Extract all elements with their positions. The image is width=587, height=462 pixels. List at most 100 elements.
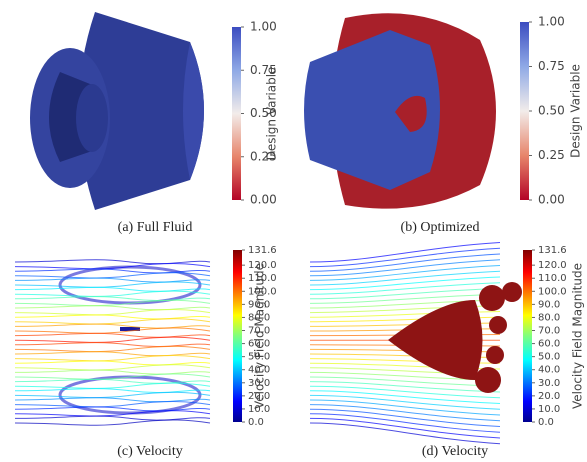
velocity-render-c xyxy=(14,259,211,426)
obstacle xyxy=(502,282,522,302)
streamline xyxy=(14,272,211,279)
streamline xyxy=(14,342,211,347)
streamline xyxy=(309,265,501,281)
colorbar-tick-label: 30.0 xyxy=(248,378,270,389)
colorbar-tick-label: 30.0 xyxy=(538,378,560,389)
streamline xyxy=(309,247,501,268)
streamline xyxy=(14,323,211,329)
streamline xyxy=(14,419,211,426)
streamline xyxy=(14,373,211,380)
colorbar-tick-label: 131.6 xyxy=(538,245,567,256)
colorbar-title: Velocity Field Magnitude xyxy=(571,263,585,409)
obstacle xyxy=(479,285,505,311)
colorbar-tick-label: 0.25 xyxy=(250,149,277,163)
colorbar-title: Velocity Field Magnitude xyxy=(253,263,267,409)
streamline xyxy=(14,355,211,362)
streamline xyxy=(309,242,501,263)
colorbar xyxy=(233,250,242,422)
streamline xyxy=(309,259,501,277)
streamline xyxy=(14,318,211,325)
obstacle xyxy=(475,367,501,393)
streamline xyxy=(309,404,501,422)
colorbar-tick-label: 20.0 xyxy=(248,391,270,402)
streamline xyxy=(14,360,211,366)
streamline xyxy=(309,390,501,404)
colorbar-tick-label: 1.00 xyxy=(250,20,277,34)
obstacle xyxy=(388,300,483,380)
streamline xyxy=(14,286,211,292)
streamline xyxy=(309,385,501,399)
streamline xyxy=(14,397,211,403)
streamline xyxy=(309,422,501,445)
streamline xyxy=(309,253,501,272)
streamline xyxy=(14,388,211,393)
streamline xyxy=(14,327,211,334)
streamline xyxy=(309,293,501,304)
colorbar-tick-label: 70.0 xyxy=(538,326,560,337)
colorbar-tick-label: 50.0 xyxy=(538,352,560,363)
streamline xyxy=(309,394,501,410)
streamline xyxy=(14,410,211,417)
streamline xyxy=(14,290,211,297)
streamline xyxy=(309,399,501,416)
colorbar-tick-label: 10.0 xyxy=(538,404,560,415)
streamline xyxy=(14,351,211,357)
colorbar-tick-label: 120.0 xyxy=(538,260,567,271)
streamline xyxy=(14,378,211,384)
streamline xyxy=(14,299,211,307)
streamline xyxy=(14,268,211,274)
colorbar-tick-label: 120.0 xyxy=(248,260,277,271)
streamline xyxy=(309,417,501,439)
optimized-render xyxy=(304,13,496,209)
colorbar-tick-label: 1.00 xyxy=(538,15,565,29)
colorbar xyxy=(520,22,529,200)
full-fluid-render xyxy=(30,12,204,210)
streamline xyxy=(309,288,501,300)
streamline xyxy=(14,345,211,353)
colorbar xyxy=(232,27,241,200)
streamline xyxy=(14,277,211,283)
streamline xyxy=(14,406,211,412)
velocity-render-d xyxy=(309,242,522,445)
colorbar-title: Design Variable xyxy=(265,67,279,161)
streamline xyxy=(14,382,211,389)
colorbar-tick-label: 0.50 xyxy=(250,106,277,120)
streamline xyxy=(14,259,211,265)
colorbar-tick-label: 110.0 xyxy=(538,273,567,284)
colorbar-tick-label: 0.00 xyxy=(250,193,277,207)
colorbar-tick-label: 10.0 xyxy=(248,404,270,415)
colorbar-tick-label: 50.0 xyxy=(248,352,270,363)
colorbar-tick-label: 20.0 xyxy=(538,391,560,402)
colorbar-tick-label: 131.6 xyxy=(248,245,277,256)
caption: (a) Full Fluid xyxy=(118,220,193,235)
colorbar-tick-label: 0.25 xyxy=(538,148,565,162)
colorbar-tick-label: 100.0 xyxy=(538,286,567,297)
colorbar-tick-label: 0.75 xyxy=(250,63,277,77)
streamline xyxy=(14,263,211,270)
colorbar-tick-label: 0.00 xyxy=(538,193,565,207)
colorbar-tick-label: 80.0 xyxy=(248,312,270,323)
caption: (c) Velocity xyxy=(117,444,182,459)
colorbar-tick-label: 110.0 xyxy=(248,273,277,284)
streamline xyxy=(309,408,501,427)
colorbar xyxy=(523,250,532,422)
colorbar-tick-label: 0.0 xyxy=(248,417,264,428)
streamline xyxy=(14,364,211,371)
colorbar-tick-label: 80.0 xyxy=(538,312,560,323)
colorbar-tick-label: 100.0 xyxy=(248,286,277,297)
colorbar-title: Design Variable xyxy=(569,64,583,158)
streamline xyxy=(14,336,211,343)
colorbar-tick-label: 90.0 xyxy=(248,299,270,310)
colorbar-tick-label: 40.0 xyxy=(538,365,560,376)
streamline xyxy=(309,282,501,295)
streamline xyxy=(14,369,211,375)
streamline xyxy=(309,381,501,393)
streamline xyxy=(309,413,501,433)
caption: (b) Optimized xyxy=(401,220,480,235)
colorbar-tick-label: 0.50 xyxy=(538,104,565,118)
colorbar-tick-label: 70.0 xyxy=(248,326,270,337)
streamline xyxy=(14,305,211,311)
streamline xyxy=(14,296,211,301)
colorbar-tick-label: 60.0 xyxy=(538,339,560,350)
